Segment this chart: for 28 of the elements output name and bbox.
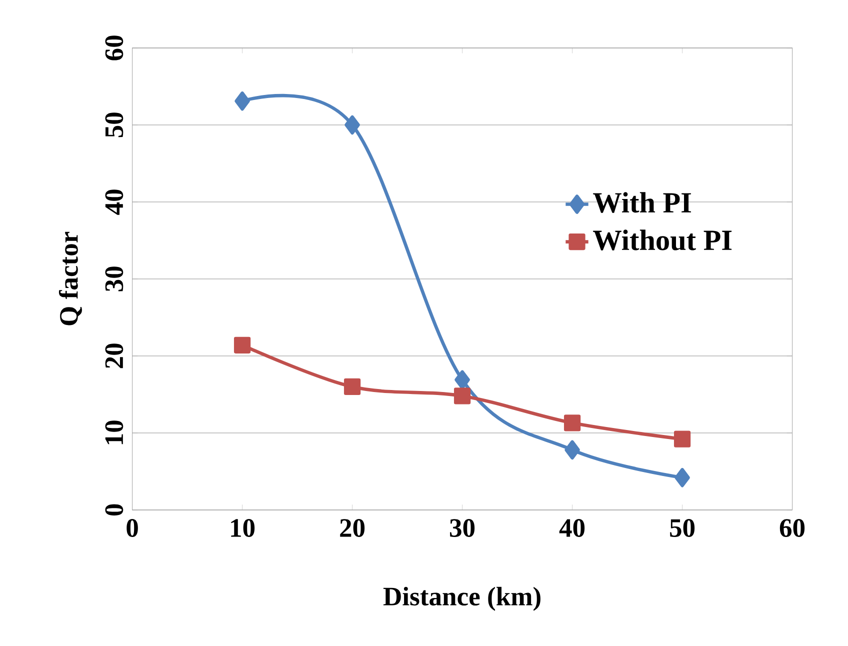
point bbox=[674, 430, 691, 448]
y-tick-label: 50 bbox=[105, 112, 124, 138]
y-tick-label: 0 bbox=[105, 504, 124, 516]
x-tick-label: 20 bbox=[340, 519, 365, 537]
x-tick-label: 30 bbox=[450, 519, 475, 537]
point bbox=[454, 388, 471, 404]
y-tick-label: 10 bbox=[105, 420, 124, 444]
point bbox=[454, 370, 470, 390]
point bbox=[344, 115, 360, 135]
point bbox=[344, 378, 361, 396]
legend-label: Without PI bbox=[593, 230, 732, 250]
point bbox=[674, 468, 690, 488]
x-axis-title: Distance (km) bbox=[383, 586, 540, 611]
point bbox=[234, 91, 250, 111]
x-tick-label: 10 bbox=[231, 519, 255, 537]
y-tick-label: 60 bbox=[105, 36, 124, 60]
y-tick-label: 40 bbox=[105, 190, 124, 215]
x-tick-label: 50 bbox=[670, 519, 695, 537]
y-axis-title: Q factor bbox=[58, 232, 82, 326]
x-tick-label: 40 bbox=[559, 519, 585, 537]
legend-label: With PI bbox=[593, 192, 691, 213]
x-tick-label: 0 bbox=[126, 519, 138, 537]
point bbox=[234, 336, 251, 354]
point bbox=[564, 414, 581, 432]
x-tick-label: 60 bbox=[780, 519, 805, 537]
y-tick-label: 20 bbox=[105, 344, 124, 368]
point bbox=[564, 440, 580, 460]
y-tick-label: 30 bbox=[105, 266, 124, 292]
